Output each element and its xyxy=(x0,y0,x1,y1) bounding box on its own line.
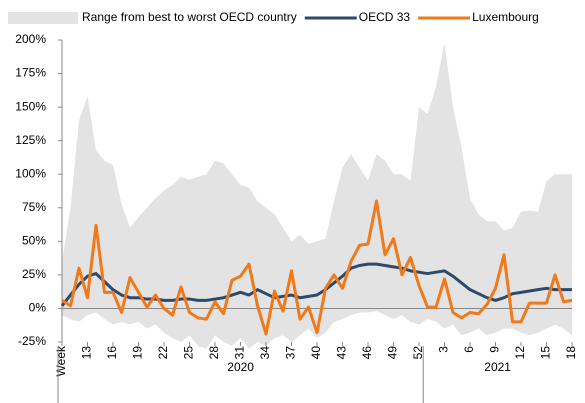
legend-label: Range from best to worst OECD country xyxy=(82,10,297,24)
x-tick-label: 22 xyxy=(156,346,170,360)
x-tick-label: 34 xyxy=(258,346,272,360)
x-tick-label: 19 xyxy=(131,346,145,360)
x-tick-label: 49 xyxy=(386,346,400,360)
y-tick-label: -25% xyxy=(18,334,46,348)
y-tick-label: 50% xyxy=(22,234,46,248)
group-label: 2021 xyxy=(484,360,511,374)
x-tick-label: 15 xyxy=(539,346,553,360)
x-tick-label: 52 xyxy=(411,346,425,360)
series-line xyxy=(61,199,573,336)
x-tick-label: 31 xyxy=(233,346,247,360)
y-tick-label: 75% xyxy=(22,200,46,214)
y-tick-label: 175% xyxy=(15,66,46,80)
x-tick-label: 46 xyxy=(360,346,374,360)
range-band xyxy=(62,42,572,349)
x-tick-label: 25 xyxy=(182,346,196,360)
y-tick-label: 150% xyxy=(15,99,46,113)
y-tick-label: 0% xyxy=(29,301,47,315)
x-tick-label: 18 xyxy=(564,346,578,360)
legend-swatch xyxy=(8,12,78,24)
x-tick-label: 9 xyxy=(488,346,502,353)
y-tick-label: 125% xyxy=(15,133,46,147)
x-tick-label: 28 xyxy=(207,346,221,360)
group-label: 2020 xyxy=(227,360,254,374)
y-tick-label: 25% xyxy=(22,267,46,281)
series-line xyxy=(60,262,572,307)
x-tick-label: 13 xyxy=(80,346,94,360)
legend-label: Luxembourg xyxy=(472,10,539,24)
x-tick-label: 12 xyxy=(513,346,527,360)
y-tick-label: 100% xyxy=(15,166,46,180)
x-tick-label: 37 xyxy=(284,346,298,360)
x-tick-label: 40 xyxy=(309,346,323,360)
legend-label: OECD 33 xyxy=(359,10,411,24)
x-tick-label: 6 xyxy=(462,346,476,353)
x-tick-label: 16 xyxy=(105,346,119,360)
x-tick-label: 3 xyxy=(437,346,451,353)
y-tick-label: 200% xyxy=(15,32,46,46)
x-tick-label: Week xyxy=(54,345,68,376)
x-tick-label: 43 xyxy=(335,346,349,360)
